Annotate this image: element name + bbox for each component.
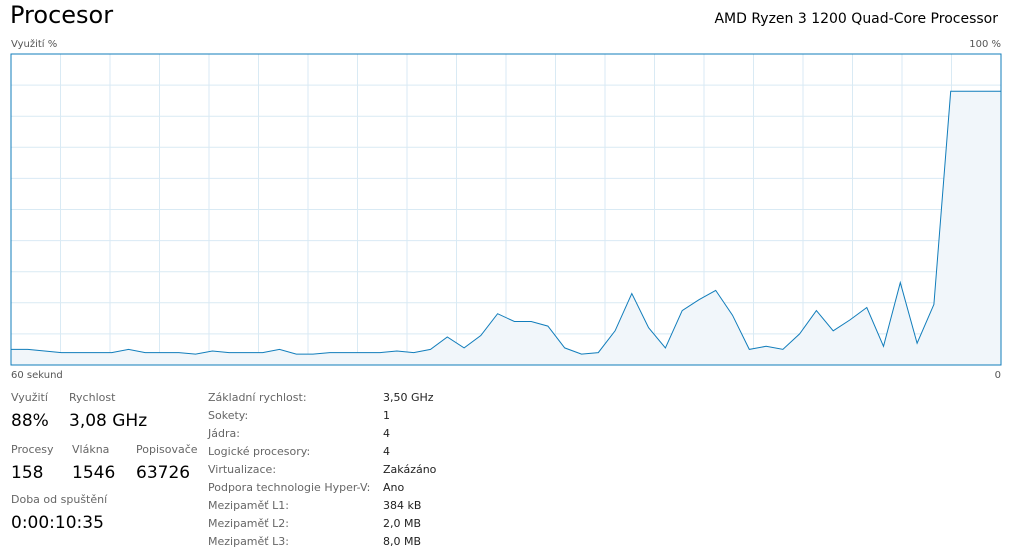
detail-label: Mezipaměť L3: bbox=[208, 535, 289, 548]
detail-value: Zakázáno bbox=[383, 463, 437, 476]
y-tick-label: 100 % bbox=[969, 39, 1001, 50]
plot-border bbox=[10, 53, 1002, 366]
stat-value: 1546 bbox=[72, 463, 115, 483]
detail-label: Mezipaměť L2: bbox=[208, 517, 289, 530]
detail-label: Logické procesory: bbox=[208, 445, 310, 458]
title: Procesor bbox=[10, 1, 113, 29]
cpu-name: AMD Ryzen 3 1200 Quad-Core Processor bbox=[714, 11, 998, 27]
stat-label: Vlákna bbox=[72, 443, 109, 456]
detail-label: Základní rychlost: bbox=[208, 391, 307, 404]
detail-value: 4 bbox=[383, 427, 390, 440]
x-start-label: 60 sekund bbox=[11, 370, 63, 381]
detail-value: 1 bbox=[383, 409, 390, 422]
stat-value: 3,08 GHz bbox=[69, 411, 147, 431]
detail-label: Jádra: bbox=[207, 427, 240, 440]
stat-label: Procesy bbox=[11, 443, 54, 456]
detail-label: Podpora technologie Hyper-V: bbox=[208, 481, 370, 494]
stat-label: Popisovače bbox=[136, 443, 198, 456]
stat-label: Využití bbox=[11, 391, 49, 404]
detail-value: 8,0 MB bbox=[383, 535, 421, 548]
x-end-label: 0 bbox=[995, 370, 1001, 381]
detail-label: Mezipaměť L1: bbox=[208, 499, 289, 512]
detail-value: Ano bbox=[383, 481, 404, 494]
detail-label: Virtualizace: bbox=[208, 463, 276, 476]
y-axis-label: Využití % bbox=[11, 38, 57, 50]
detail-value: 384 kB bbox=[383, 499, 421, 512]
area-fill bbox=[11, 91, 1001, 366]
usage-line bbox=[11, 90, 1001, 355]
stat-label: Rychlost bbox=[69, 391, 116, 404]
detail-value: 3,50 GHz bbox=[383, 391, 434, 404]
detail-value: 4 bbox=[383, 445, 390, 458]
detail-label: Sokety: bbox=[208, 409, 248, 422]
stat-value: 88% bbox=[11, 411, 49, 431]
detail-value: 2,0 MB bbox=[383, 517, 421, 530]
stat-value: 158 bbox=[11, 463, 43, 483]
stat-value: 63726 bbox=[136, 463, 190, 483]
stat-value: 0:00:10:35 bbox=[11, 513, 104, 533]
stat-label: Doba od spuštění bbox=[11, 493, 108, 506]
